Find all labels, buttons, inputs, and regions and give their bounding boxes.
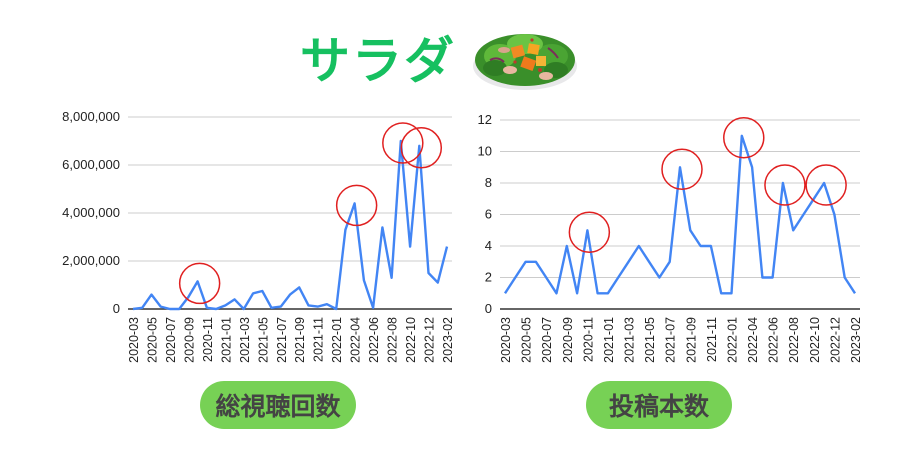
- data-line: [132, 139, 449, 311]
- x-tick-label: 2020-07: [540, 317, 554, 363]
- x-tick-label: 2022-01: [725, 317, 739, 363]
- x-tick-label: 2022-08: [787, 317, 801, 363]
- x-tick-label: 2023-02: [849, 317, 863, 363]
- y-tick-label: 6,000,000: [62, 157, 120, 172]
- y-tick-label: 12: [478, 112, 492, 127]
- x-tick-label: 2020-03: [499, 317, 513, 363]
- x-tick-label: 2022-10: [808, 317, 822, 363]
- x-tick-label: 2020-09: [561, 317, 575, 363]
- salad-bowl-icon: [473, 34, 577, 90]
- x-tick-label: 2021-09: [293, 317, 307, 363]
- page-title: サラダ: [300, 22, 580, 92]
- chart-total-views: 0 2,000,000 4,000,000 6,000,000 8,000,000 202…: [62, 109, 455, 363]
- y-tick-label: 4: [485, 238, 492, 253]
- x-tick-label: 2023-02: [441, 317, 455, 363]
- x-tick-label: 2020-05: [145, 317, 159, 363]
- x-tick-label: 2022-12: [423, 317, 437, 363]
- x-tick-label: 2020-03: [127, 317, 141, 363]
- chart-post-count: 0 2 4 6 8 10 12 2020-03 2020-05 2020-07 2020-09 202…: [478, 112, 863, 363]
- x-tick-label: 2021-05: [256, 317, 270, 363]
- x-tick-label: 2022-08: [386, 317, 400, 363]
- label-total-views: 総視聴回数: [200, 381, 356, 429]
- highlight-circle: [400, 127, 443, 169]
- x-tick-label: 2021-01: [602, 317, 616, 363]
- x-tick-label: 2022-06: [367, 317, 381, 363]
- highlight-circle: [764, 164, 806, 206]
- x-tick-label: 2022-01: [330, 317, 344, 363]
- y-tick-label: 2,000,000: [62, 253, 120, 268]
- x-tick-label: 2022-04: [349, 317, 363, 363]
- y-tick-label: 6: [485, 207, 492, 222]
- x-tick-label: 2020-11: [201, 317, 215, 362]
- title-text: サラダ: [300, 32, 456, 90]
- highlight-circle: [335, 184, 378, 227]
- x-tick-label: 2022-04: [746, 317, 760, 363]
- x-tick-label: 2021-03: [623, 317, 637, 363]
- label-post-count: 投稿本数: [586, 381, 732, 429]
- x-tick-label: 2021-05: [643, 317, 657, 363]
- highlight-circle: [382, 122, 424, 164]
- y-tick-label: 8: [485, 175, 492, 190]
- x-tick-label: 2021-09: [684, 317, 698, 363]
- x-tick-label: 2020-11: [581, 317, 595, 362]
- x-tick-label: 2021-01: [219, 317, 233, 363]
- x-tick-label: 2022-12: [828, 317, 842, 363]
- x-tick-label: 2022-10: [404, 317, 418, 363]
- highlight-circle: [723, 117, 765, 159]
- x-tick-label: 2021-07: [275, 317, 289, 363]
- y-tick-label: 2: [485, 270, 492, 285]
- x-tick-label: 2022-06: [767, 317, 781, 363]
- y-tick-label: 0: [113, 301, 120, 316]
- x-tick-label: 2021-11: [705, 317, 719, 362]
- y-tick-label: 4,000,000: [62, 205, 120, 220]
- data-line: [503, 134, 857, 295]
- x-tick-label: 2020-09: [182, 317, 196, 363]
- y-tick-label: 10: [478, 144, 492, 159]
- x-tick-label: 2021-03: [238, 317, 252, 363]
- y-tick-label: 0: [485, 301, 492, 316]
- x-tick-label: 2020-05: [520, 317, 534, 363]
- highlight-circle: [568, 211, 611, 253]
- x-tick-label: 2021-11: [312, 317, 326, 362]
- x-tick-label: 2020-07: [164, 317, 178, 363]
- highlight-circle: [805, 164, 847, 206]
- y-tick-label: 8,000,000: [62, 109, 120, 124]
- highlight-circle: [178, 262, 221, 305]
- highlight-circle: [661, 148, 703, 190]
- x-tick-label: 2021-07: [664, 317, 678, 363]
